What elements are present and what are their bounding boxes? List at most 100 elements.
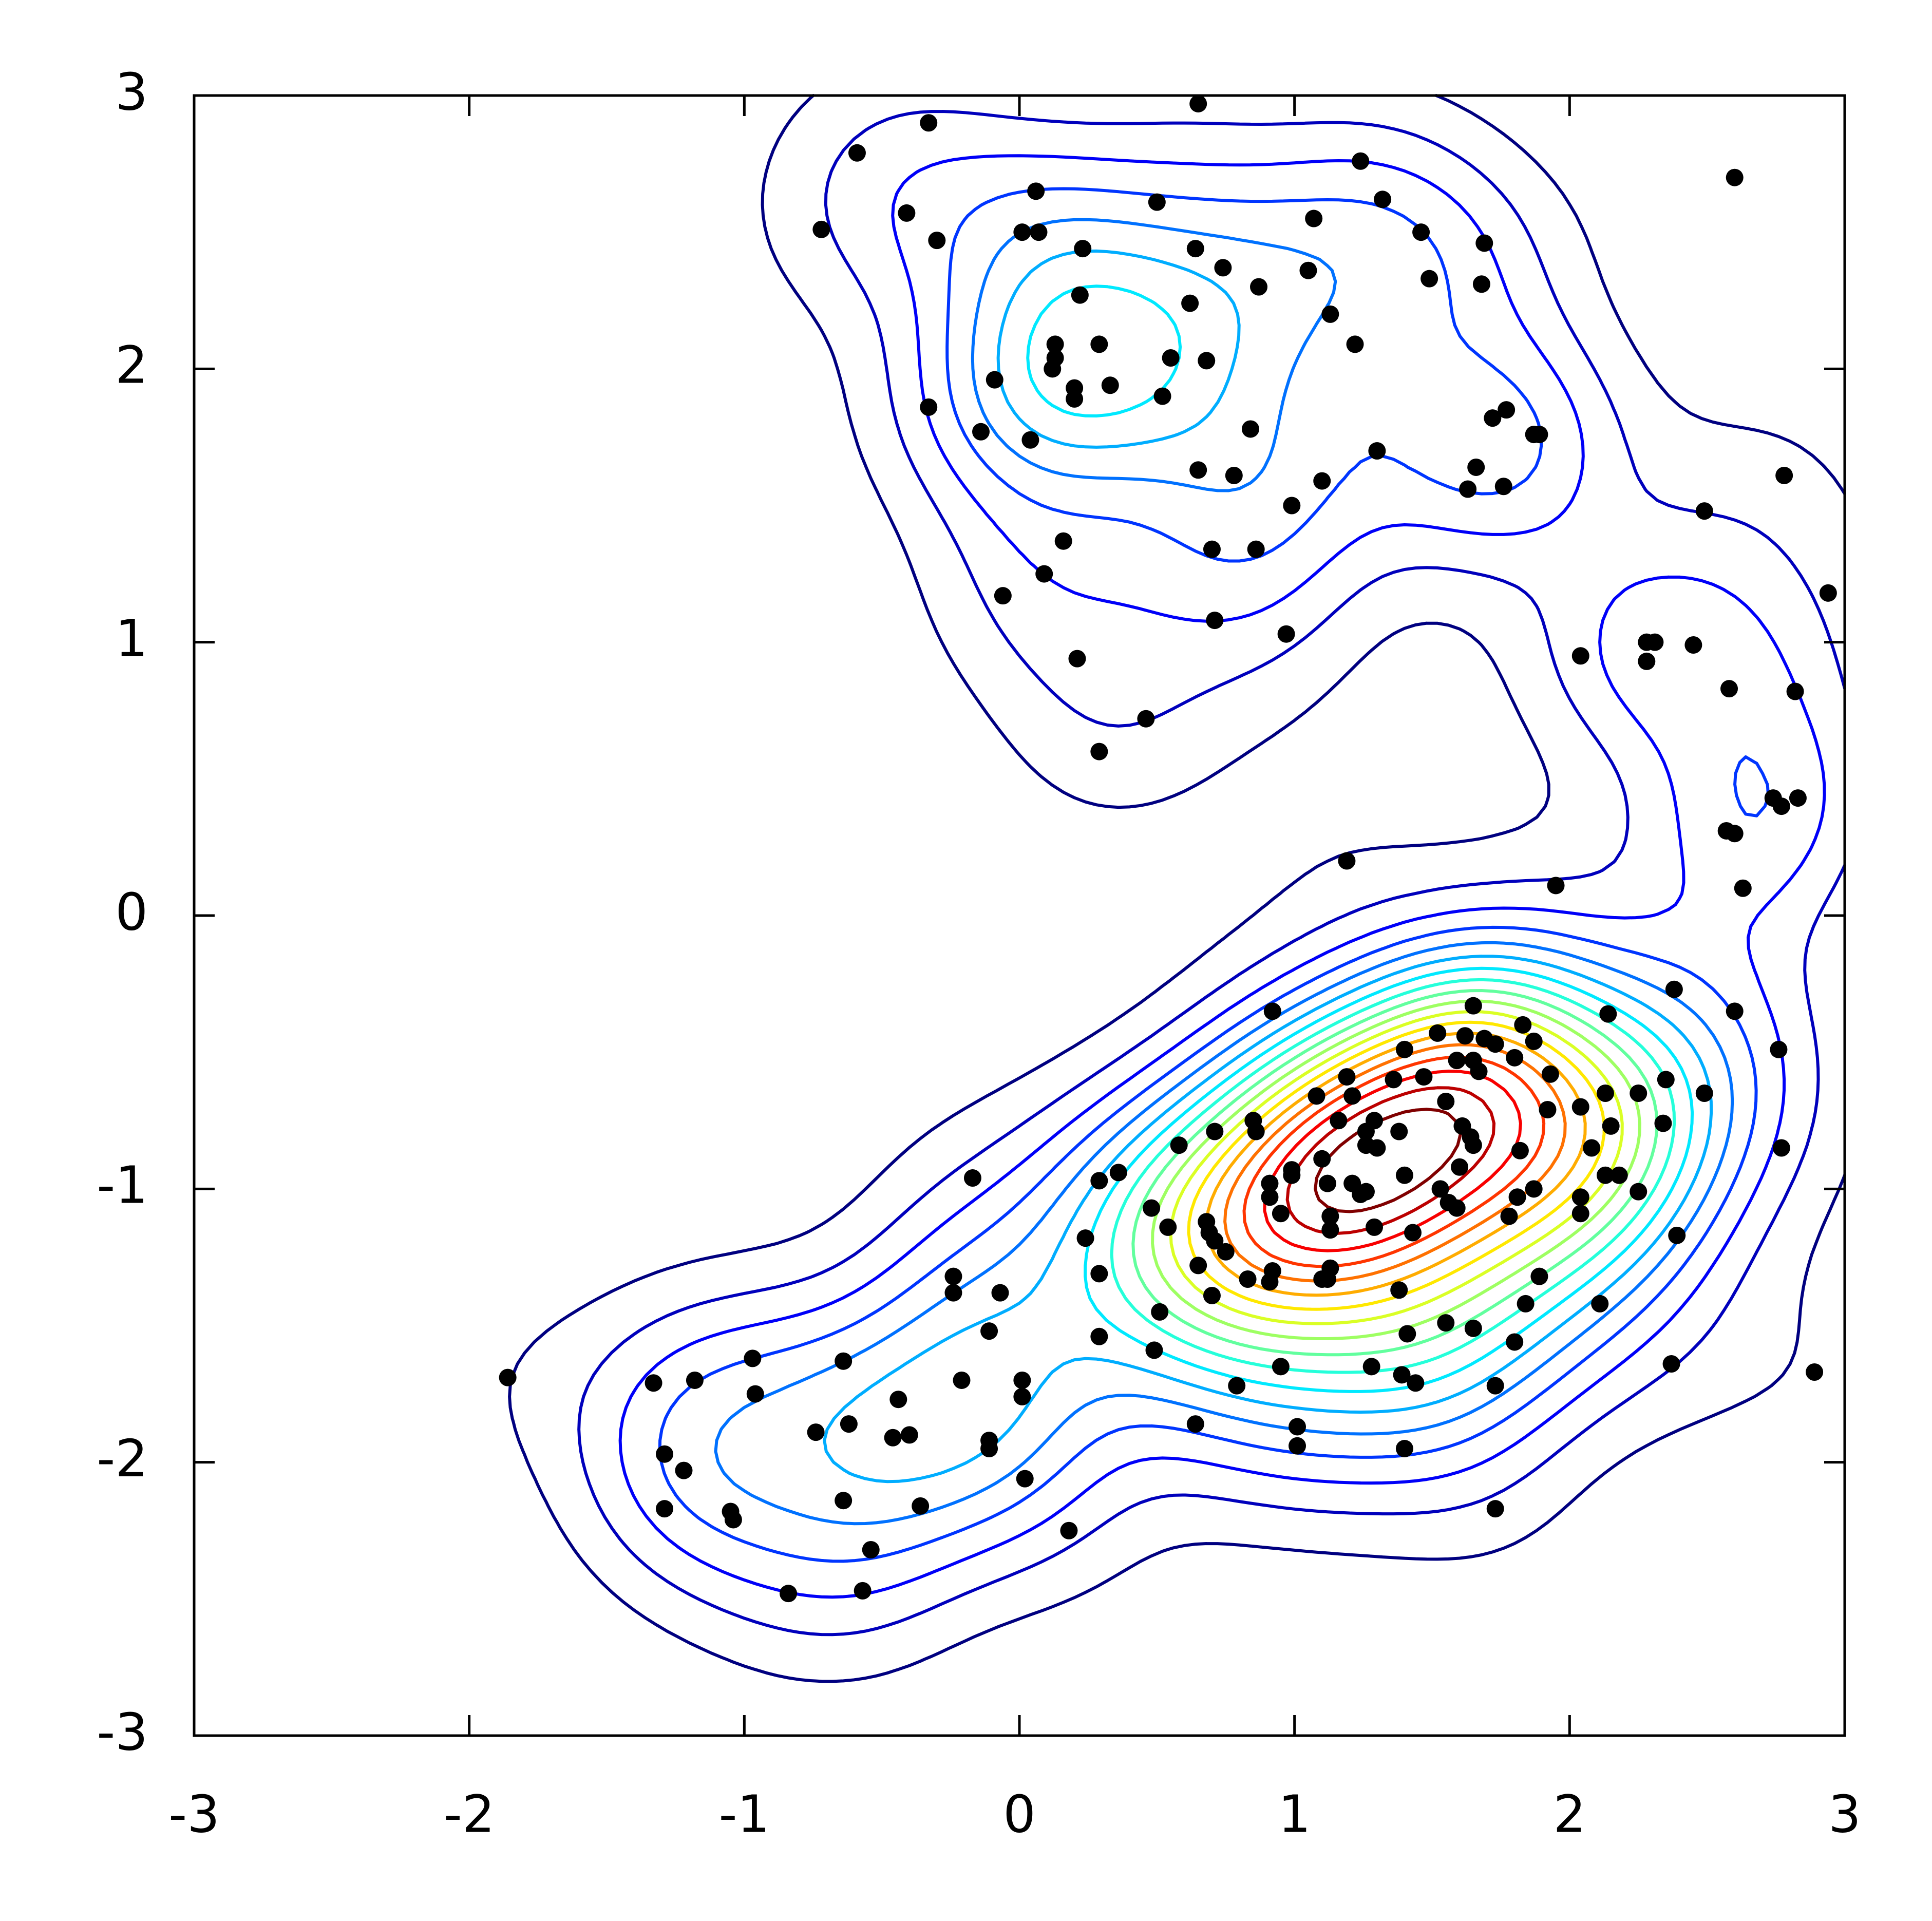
data-point: [1508, 1188, 1526, 1206]
x-tick-label: 3: [1828, 1784, 1861, 1844]
data-point: [1415, 1068, 1433, 1086]
data-point: [1506, 1049, 1524, 1067]
y-tick-label: -1: [97, 1155, 148, 1215]
data-point: [1404, 1224, 1422, 1242]
data-point: [1137, 710, 1155, 728]
y-tick-label: 2: [115, 335, 148, 395]
data-point: [1277, 625, 1295, 643]
data-point: [1638, 652, 1656, 670]
data-point: [1437, 1092, 1455, 1110]
data-point: [920, 398, 938, 416]
data-point: [1338, 1068, 1356, 1086]
data-point: [1090, 1172, 1108, 1190]
data-point: [1695, 502, 1713, 520]
data-point: [884, 1429, 902, 1447]
data-point: [1431, 1180, 1449, 1198]
data-point: [1313, 1150, 1331, 1168]
data-point: [1060, 1521, 1078, 1539]
data-point: [1071, 286, 1089, 304]
contour-line: [508, 94, 1846, 1683]
data-point: [686, 1371, 704, 1389]
data-point: [848, 144, 866, 162]
data-point: [1420, 270, 1438, 288]
data-point: [1198, 352, 1216, 370]
data-point: [1272, 1358, 1290, 1376]
data-point: [944, 1284, 962, 1302]
data-point: [1261, 1174, 1279, 1192]
data-point: [1217, 1243, 1235, 1261]
data-point: [1464, 997, 1482, 1015]
data-point: [991, 1284, 1009, 1302]
data-point: [1662, 1355, 1680, 1373]
data-point: [645, 1374, 662, 1392]
data-point: [655, 1445, 673, 1463]
data-point: [1228, 1377, 1246, 1395]
data-point: [980, 1440, 998, 1458]
data-point: [1027, 182, 1045, 200]
data-point: [1186, 1415, 1204, 1433]
data-point: [1214, 259, 1232, 277]
data-point: [1283, 1166, 1301, 1184]
data-point: [1775, 466, 1793, 484]
data-point: [1206, 612, 1224, 630]
data-point: [840, 1415, 858, 1433]
data-point: [944, 1267, 962, 1285]
data-point: [1486, 1377, 1504, 1395]
data-point: [1203, 1286, 1221, 1304]
data-point: [1206, 1123, 1224, 1140]
contour-line: [714, 218, 1734, 1526]
contour-line: [1110, 978, 1676, 1374]
data-point: [1500, 1207, 1518, 1225]
data-point: [1189, 94, 1207, 112]
data-point: [1459, 480, 1477, 498]
data-point: [1541, 1065, 1559, 1083]
data-point: [780, 1585, 798, 1603]
data-point: [1030, 223, 1048, 241]
data-point: [655, 1500, 673, 1518]
data-point: [1308, 1087, 1325, 1105]
data-point: [1346, 335, 1364, 353]
data-point: [994, 587, 1012, 605]
data-point: [1525, 1180, 1543, 1198]
data-point: [1013, 1371, 1031, 1389]
data-point: [1591, 1295, 1609, 1313]
data-point: [1261, 1188, 1279, 1206]
data-point: [1241, 420, 1259, 438]
data-point: [1734, 879, 1752, 897]
data-point: [1819, 584, 1837, 602]
data-point: [835, 1492, 853, 1510]
data-point: [1630, 1183, 1647, 1201]
data-point: [1583, 1139, 1601, 1157]
data-point: [1772, 1139, 1790, 1157]
data-point: [1343, 1087, 1361, 1105]
data-point: [1299, 261, 1317, 279]
data-point: [1247, 540, 1265, 558]
data-point: [675, 1461, 693, 1479]
data-point: [1547, 877, 1565, 895]
data-point: [1272, 1205, 1290, 1223]
data-point: [1385, 1071, 1403, 1089]
data-point: [1021, 431, 1039, 449]
data-point: [1486, 1500, 1504, 1518]
data-point: [1475, 234, 1493, 252]
data-point: [1170, 1136, 1188, 1154]
data-point: [807, 1423, 825, 1441]
data-point: [1484, 409, 1502, 427]
data-point: [1467, 458, 1485, 476]
data-point: [1181, 294, 1199, 312]
data-point: [1806, 1363, 1824, 1381]
data-point: [1203, 540, 1221, 558]
data-point: [1143, 1199, 1161, 1217]
data-point: [1189, 461, 1207, 479]
data-point: [898, 204, 916, 222]
data-point: [1338, 852, 1356, 870]
data-point: [1395, 1040, 1413, 1058]
data-point: [1657, 1071, 1675, 1089]
contour-group: [508, 94, 1846, 1683]
data-point: [1076, 1229, 1094, 1247]
data-point: [1101, 376, 1119, 394]
data-point: [953, 1371, 971, 1389]
data-point: [1151, 1303, 1169, 1321]
data-point: [1498, 401, 1516, 419]
